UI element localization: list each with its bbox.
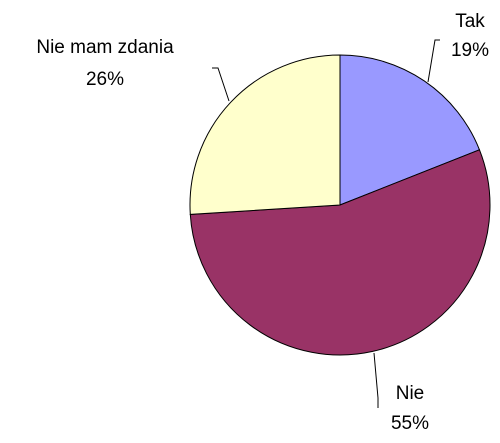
slice-value-label: 55% bbox=[391, 413, 429, 434]
slice-value-label: 19% bbox=[451, 40, 489, 61]
slice-label: Nie mam zdania bbox=[36, 37, 174, 58]
leader-line bbox=[373, 352, 379, 408]
leader-line bbox=[427, 39, 440, 83]
slice-label: Tak bbox=[455, 11, 485, 32]
leader-line bbox=[212, 67, 230, 102]
slice-value-label: 26% bbox=[86, 69, 124, 90]
slice-label: Nie bbox=[396, 383, 425, 404]
pie-slice bbox=[189, 149, 491, 356]
pie-slice bbox=[339, 54, 481, 206]
pie-slice bbox=[189, 54, 341, 215]
